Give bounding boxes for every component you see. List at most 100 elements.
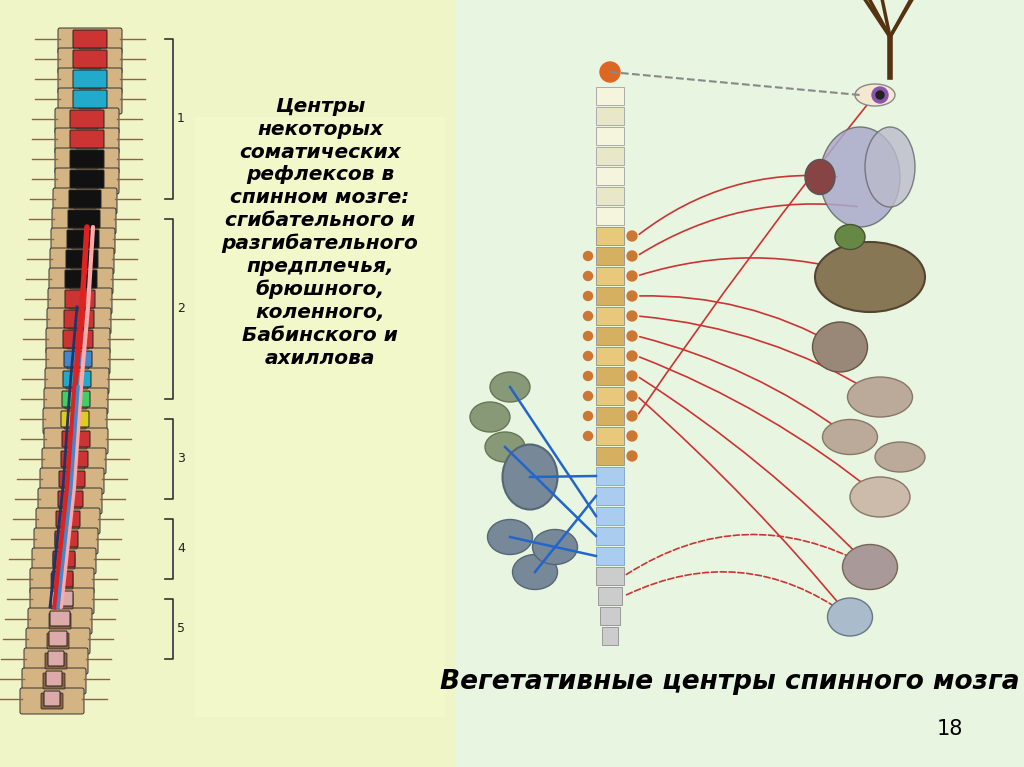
FancyBboxPatch shape	[57, 513, 79, 529]
Text: 3: 3	[177, 453, 185, 466]
FancyBboxPatch shape	[68, 210, 100, 228]
FancyBboxPatch shape	[73, 90, 106, 108]
Circle shape	[627, 331, 637, 341]
Ellipse shape	[490, 372, 530, 402]
Ellipse shape	[470, 402, 510, 432]
FancyBboxPatch shape	[70, 170, 104, 188]
Bar	[596, 507, 624, 525]
Text: 2: 2	[177, 302, 185, 315]
Circle shape	[627, 371, 637, 381]
Text: 18: 18	[937, 719, 964, 739]
FancyBboxPatch shape	[70, 150, 104, 168]
FancyBboxPatch shape	[67, 353, 89, 369]
Ellipse shape	[532, 529, 578, 565]
FancyBboxPatch shape	[66, 250, 98, 268]
Text: Вегетативные центры спинного мозга: Вегетативные центры спинного мозга	[440, 669, 1020, 695]
Bar	[596, 487, 624, 505]
FancyBboxPatch shape	[46, 671, 62, 686]
FancyBboxPatch shape	[45, 653, 67, 669]
FancyBboxPatch shape	[58, 48, 122, 74]
FancyBboxPatch shape	[48, 288, 112, 314]
FancyBboxPatch shape	[69, 293, 91, 309]
FancyBboxPatch shape	[55, 531, 78, 547]
FancyBboxPatch shape	[58, 491, 83, 507]
FancyBboxPatch shape	[41, 693, 63, 709]
FancyBboxPatch shape	[52, 208, 116, 234]
Bar	[455, 0, 1024, 767]
Ellipse shape	[855, 84, 895, 106]
FancyBboxPatch shape	[49, 268, 113, 294]
FancyBboxPatch shape	[58, 28, 122, 54]
Circle shape	[627, 311, 637, 321]
Ellipse shape	[874, 442, 925, 472]
Ellipse shape	[850, 477, 910, 517]
Circle shape	[876, 91, 884, 99]
FancyBboxPatch shape	[50, 611, 70, 626]
Circle shape	[584, 371, 593, 380]
FancyBboxPatch shape	[43, 673, 65, 689]
FancyBboxPatch shape	[67, 333, 89, 349]
FancyBboxPatch shape	[70, 110, 104, 128]
FancyBboxPatch shape	[65, 433, 87, 449]
FancyBboxPatch shape	[63, 371, 91, 387]
Circle shape	[627, 391, 637, 401]
FancyBboxPatch shape	[46, 348, 110, 374]
FancyBboxPatch shape	[53, 551, 75, 567]
FancyBboxPatch shape	[55, 128, 119, 154]
Circle shape	[627, 291, 637, 301]
FancyBboxPatch shape	[69, 190, 101, 208]
FancyBboxPatch shape	[53, 553, 75, 569]
FancyBboxPatch shape	[34, 528, 98, 554]
Ellipse shape	[827, 598, 872, 636]
FancyBboxPatch shape	[61, 473, 83, 489]
FancyBboxPatch shape	[43, 408, 106, 434]
Bar	[596, 467, 624, 485]
FancyBboxPatch shape	[73, 30, 106, 48]
Circle shape	[584, 291, 593, 301]
FancyBboxPatch shape	[72, 233, 94, 249]
FancyBboxPatch shape	[62, 431, 90, 447]
FancyBboxPatch shape	[47, 633, 69, 649]
Bar	[596, 327, 624, 345]
FancyBboxPatch shape	[36, 508, 100, 534]
Bar	[195, 117, 445, 717]
Bar	[0, 0, 455, 767]
Ellipse shape	[812, 322, 867, 372]
FancyBboxPatch shape	[22, 668, 86, 694]
FancyBboxPatch shape	[79, 73, 101, 89]
FancyBboxPatch shape	[51, 573, 73, 589]
FancyBboxPatch shape	[63, 413, 86, 429]
Circle shape	[584, 311, 593, 321]
Circle shape	[627, 231, 637, 241]
FancyBboxPatch shape	[59, 493, 81, 509]
FancyBboxPatch shape	[76, 173, 98, 189]
FancyBboxPatch shape	[58, 68, 122, 94]
FancyBboxPatch shape	[38, 488, 102, 514]
Bar	[596, 167, 624, 185]
FancyBboxPatch shape	[55, 108, 119, 134]
FancyBboxPatch shape	[71, 253, 93, 269]
FancyBboxPatch shape	[49, 613, 71, 629]
FancyBboxPatch shape	[65, 290, 95, 308]
FancyBboxPatch shape	[50, 248, 114, 274]
FancyBboxPatch shape	[73, 50, 106, 68]
Circle shape	[627, 451, 637, 461]
FancyBboxPatch shape	[73, 70, 106, 88]
Text: 1: 1	[177, 113, 185, 126]
Circle shape	[872, 87, 888, 103]
Circle shape	[584, 331, 593, 341]
FancyBboxPatch shape	[73, 213, 95, 229]
Bar	[596, 287, 624, 305]
FancyBboxPatch shape	[67, 230, 99, 248]
Bar	[600, 607, 620, 625]
Bar	[596, 307, 624, 325]
Bar	[596, 547, 624, 565]
FancyBboxPatch shape	[68, 313, 90, 329]
Bar	[596, 227, 624, 245]
Ellipse shape	[848, 377, 912, 417]
Ellipse shape	[865, 127, 915, 207]
FancyBboxPatch shape	[32, 548, 96, 574]
FancyBboxPatch shape	[30, 568, 94, 594]
Ellipse shape	[815, 242, 925, 312]
FancyBboxPatch shape	[24, 648, 88, 674]
